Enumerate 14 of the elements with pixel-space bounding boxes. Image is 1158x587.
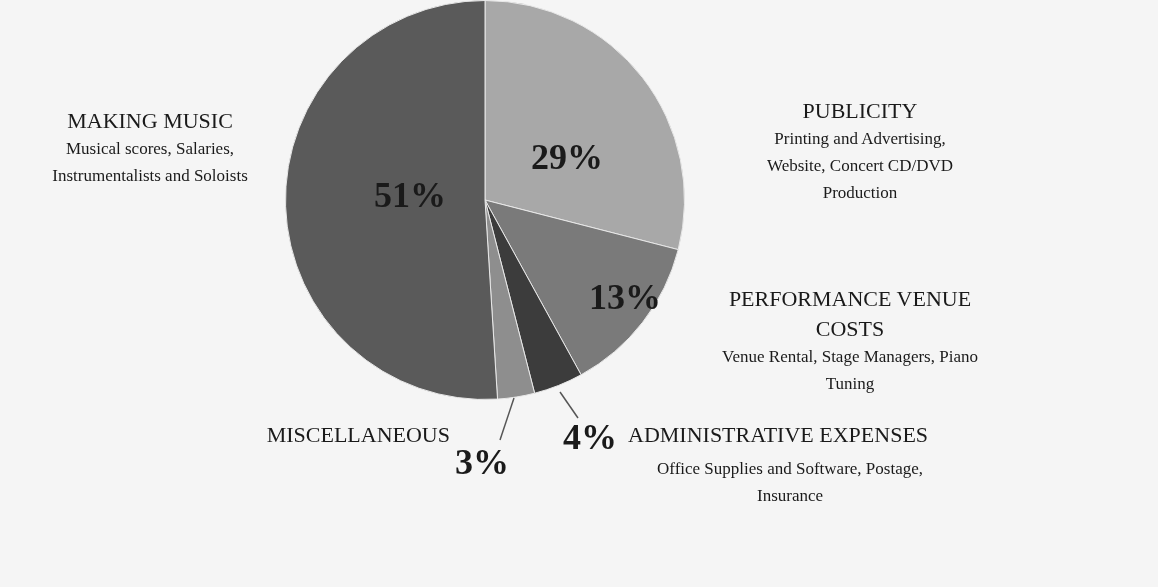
data-label: 4% [563, 417, 617, 458]
data-label: 3% [455, 442, 509, 483]
slice-label: PUBLICITY [802, 97, 918, 123]
data-label: 51% [374, 175, 446, 216]
slice-label: MAKING MUSIC [67, 107, 233, 133]
data-label: 13% [589, 277, 661, 318]
text: Musical scores, Salaries, Instrumentalists and Soloists [52, 139, 248, 186]
data-label: 29% [531, 137, 603, 178]
text: Printing and Advertising, Website, Concert CD/DVD Production [766, 129, 954, 203]
text: Office Supplies and Software, Postage, Insurance [657, 459, 923, 506]
slice-label: PERFORMANCE VENUE COSTS [728, 285, 972, 341]
slice-label: MISCELLANEOUS [266, 421, 450, 447]
slice-label: ADMINISTRATIVE EXPENSES [628, 421, 929, 447]
text: Venue Rental, Stage Managers, Piano Tuning [722, 347, 978, 394]
